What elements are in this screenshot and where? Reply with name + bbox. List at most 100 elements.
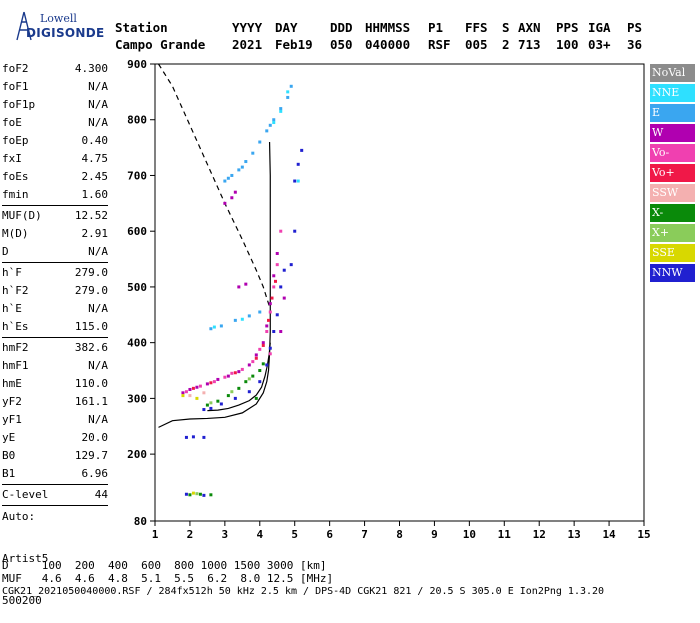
echo-point bbox=[258, 380, 262, 384]
y-tick-label: 500 bbox=[127, 281, 147, 294]
echo-point bbox=[272, 274, 276, 278]
muf-row: MUF 4.6 4.6 4.8 5.1 5.5 6.2 8.0 12.5 [MH… bbox=[2, 572, 334, 585]
header-label: PPS bbox=[556, 20, 579, 35]
echo-point bbox=[272, 285, 276, 289]
echo-point bbox=[282, 296, 286, 300]
y-tick-label: 600 bbox=[127, 225, 147, 238]
param-value: 279.0 bbox=[74, 266, 108, 279]
echo-point bbox=[202, 493, 206, 497]
echo-point bbox=[191, 491, 195, 495]
echo-point bbox=[296, 179, 300, 183]
echo-point bbox=[244, 160, 248, 164]
legend-item: Vo+ bbox=[650, 164, 695, 182]
x-tick-label: 1 bbox=[152, 528, 159, 541]
echo-point bbox=[198, 384, 202, 388]
echo-point bbox=[205, 403, 209, 407]
param-row: hmF1 N/A bbox=[2, 357, 108, 375]
header-value: 03+ bbox=[588, 37, 611, 52]
echo-point bbox=[212, 380, 216, 384]
virtual-height-trace bbox=[207, 342, 271, 412]
param-value: 279.0 bbox=[74, 284, 108, 297]
echo-point bbox=[258, 310, 262, 314]
header-value: 100 bbox=[556, 37, 579, 52]
param-separator bbox=[2, 484, 108, 485]
param-value: 12.52 bbox=[74, 209, 108, 222]
echo-point bbox=[237, 285, 241, 289]
echo-point bbox=[293, 179, 297, 183]
echo-point bbox=[216, 399, 220, 403]
x-tick-label: 9 bbox=[431, 528, 438, 541]
echo-point bbox=[184, 492, 188, 496]
header-value: RSF bbox=[428, 37, 451, 52]
x-tick-label: 5 bbox=[291, 528, 298, 541]
header-label: AXN bbox=[518, 20, 541, 35]
x-tick-label: 14 bbox=[602, 528, 616, 541]
echo-point bbox=[272, 118, 276, 122]
legend-item: Vo- bbox=[650, 144, 695, 162]
param-row: h`F2 279.0 bbox=[2, 282, 108, 300]
echo-point bbox=[258, 369, 262, 373]
param-value: N/A bbox=[88, 359, 108, 372]
param-key: yF2 bbox=[2, 395, 22, 408]
echo-point bbox=[233, 318, 237, 322]
echo-point bbox=[265, 129, 269, 133]
echo-point bbox=[223, 179, 227, 183]
ionogram-chart: 1 2 3 4 5 6 7 8 9 10 11 12 13 14 158020030040050060070… bbox=[127, 58, 651, 541]
echo-point bbox=[267, 318, 271, 322]
param-separator bbox=[2, 262, 108, 263]
y-tick-label: 300 bbox=[127, 392, 147, 405]
echo-point bbox=[275, 313, 279, 317]
header-value: 2021 bbox=[232, 37, 263, 52]
echo-point bbox=[258, 347, 262, 351]
echo-point bbox=[226, 176, 230, 180]
digisonde-logo: Lowell DIGISONDE bbox=[14, 10, 104, 46]
echo-point bbox=[265, 324, 269, 328]
param-key: yF1 bbox=[2, 413, 22, 426]
param-row: C-level 44 bbox=[2, 486, 108, 504]
profile-curves bbox=[157, 63, 271, 428]
param-value: 1.60 bbox=[81, 188, 109, 201]
echo-point bbox=[198, 492, 202, 496]
param-key: h`E bbox=[2, 302, 22, 315]
logo-top: Lowell bbox=[40, 12, 77, 25]
echo-point bbox=[219, 402, 223, 406]
param-value: N/A bbox=[88, 245, 108, 258]
echo-point bbox=[279, 107, 283, 111]
echo-point bbox=[282, 268, 286, 272]
y-tick-label: 80 bbox=[134, 515, 147, 528]
echo-point bbox=[268, 302, 272, 306]
param-value: N/A bbox=[88, 98, 108, 111]
echo-point bbox=[191, 435, 195, 439]
echo-point bbox=[212, 325, 216, 329]
header-label: FFS bbox=[465, 20, 488, 35]
auto-label: Auto: bbox=[2, 510, 36, 523]
echo-point bbox=[240, 317, 244, 321]
auto-method: Artist5 bbox=[2, 552, 49, 565]
echo-point bbox=[272, 121, 276, 125]
x-tick-label: 2 bbox=[187, 528, 194, 541]
echo-point bbox=[286, 90, 290, 94]
param-row: h`Es 115.0 bbox=[2, 318, 108, 336]
param-row: h`E N/A bbox=[2, 300, 108, 318]
y-tick-label: 700 bbox=[127, 169, 147, 182]
echo-point bbox=[265, 330, 269, 334]
param-row: yF2 161.1 bbox=[2, 393, 108, 411]
echo-point bbox=[230, 173, 234, 177]
header-label: Station bbox=[115, 20, 168, 35]
echo-point bbox=[181, 391, 185, 395]
param-row: D N/A bbox=[2, 243, 108, 261]
echo-point bbox=[279, 109, 283, 113]
param-key: foF1p bbox=[2, 98, 36, 111]
param-value: 4.75 bbox=[81, 152, 109, 165]
header-value: 713 bbox=[518, 37, 541, 52]
echo-point bbox=[268, 352, 272, 356]
param-value: N/A bbox=[88, 116, 108, 129]
echo-point bbox=[244, 380, 248, 384]
y-tick-label: 400 bbox=[127, 337, 147, 350]
param-key: MUF(D) bbox=[2, 209, 42, 222]
param-row: B1 6.96 bbox=[2, 465, 108, 483]
echo-point bbox=[233, 396, 237, 400]
header-value: 36 bbox=[627, 37, 643, 52]
param-separator bbox=[2, 337, 108, 338]
echo-point bbox=[237, 370, 241, 374]
